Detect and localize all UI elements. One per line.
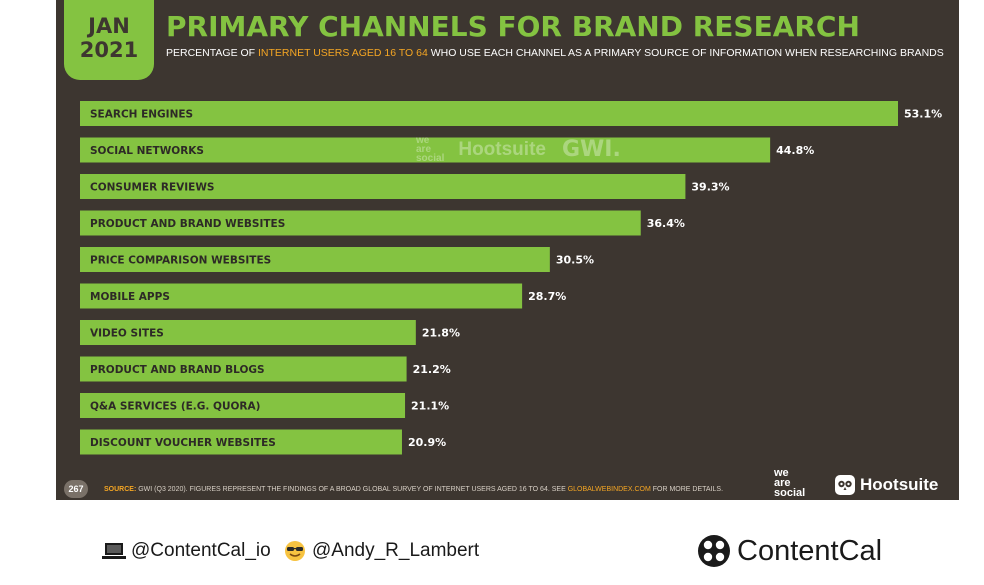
bar-chart: SEARCH ENGINES 53.1% SOCIAL NETWORKS 44.8% C…	[80, 101, 942, 455]
hootsuite-logo: Hootsuite	[834, 474, 938, 496]
bar-value-label: 39.3%	[691, 181, 729, 194]
contentcal-logo: ContentCal	[697, 534, 882, 568]
bar-value-label: 30.5%	[556, 254, 594, 267]
watermark-we-are-social: we are social	[416, 135, 445, 164]
bar-category-label: PRODUCT AND BRAND WEBSITES	[90, 218, 285, 230]
bar-category-label: SEARCH ENGINES	[90, 109, 193, 121]
contentcal-logo-icon	[698, 535, 730, 567]
we-are-social-logo: we are social	[774, 467, 806, 499]
bar-category-label: MOBILE APPS	[90, 291, 170, 303]
subtitle-highlight: INTERNET USERS AGED 16 TO 64	[257, 47, 428, 59]
source-text: GWI (Q3 2020). FIGURES REPRESENT THE FIN…	[136, 486, 568, 493]
bar-value-label: 20.9%	[408, 436, 446, 449]
subtitle-pre: PERCENTAGE OF	[166, 47, 258, 59]
date-badge: JAN 2021	[64, 0, 154, 80]
watermark-gwi: GWI.	[561, 137, 621, 162]
bar-value-label: 21.8%	[422, 327, 460, 340]
source-end: FOR MORE DETAILS.	[650, 486, 724, 493]
bar-value-label: 21.1%	[411, 400, 449, 413]
source-key: SOURCE:	[104, 486, 137, 493]
was-logo-line: we	[774, 467, 789, 479]
bar	[80, 393, 406, 418]
bar	[80, 210, 641, 236]
wm-was-line: social	[416, 153, 445, 164]
laptop-icon	[102, 543, 126, 559]
andy-handle: @Andy_R_Lambert	[284, 540, 479, 562]
date-year: 2021	[79, 38, 139, 62]
bar	[80, 137, 771, 163]
andy-handle-text[interactable]: @Andy_R_Lambert	[312, 540, 480, 561]
slide-panel: JAN 2021 PRIMARY CHANNELS FOR BRAND RESE…	[56, 0, 959, 500]
bar	[80, 356, 407, 382]
was-logo-line: are	[774, 477, 791, 489]
bar	[80, 101, 898, 126]
sunglasses-face-icon	[285, 541, 305, 561]
watermark-hootsuite: Hootsuite	[458, 138, 546, 160]
bar-value-label: 28.7%	[528, 290, 566, 303]
subtitle-post: WHO USE EACH CHANNEL AS A PRIMARY SOURCE…	[427, 47, 944, 59]
page-number: 267	[64, 480, 88, 498]
bar	[80, 283, 523, 309]
chart-title: PRIMARY CHANNELS FOR BRAND RESEARCH	[166, 10, 860, 43]
bar-category-label: CONSUMER REVIEWS	[90, 182, 214, 194]
watermark: we are social Hootsuite GWI.	[416, 135, 621, 164]
wm-was-line: we	[416, 135, 430, 146]
date-month: JAN	[88, 14, 130, 38]
bar-category-label: PRODUCT AND BRAND BLOGS	[90, 364, 265, 376]
bar-category-label: Q&A SERVICES (E.G. QUORA)	[90, 401, 260, 413]
source-note: SOURCE: GWI (Q3 2020). FIGURES REPRESENT…	[104, 486, 723, 493]
bar-value-label: 36.4%	[647, 217, 685, 230]
bar	[80, 247, 550, 272]
wm-was-line: are	[416, 144, 432, 155]
contentcal-brand: ContentCal	[737, 534, 883, 567]
source-link[interactable]: GLOBALWEBINDEX.COM	[567, 486, 651, 493]
hootsuite-logo-text: Hootsuite	[860, 475, 939, 494]
was-logo-line: social	[774, 487, 806, 499]
bar-value-label: 44.8%	[776, 144, 814, 157]
bar	[80, 429, 402, 455]
bar-category-label: PRICE COMPARISON WEBSITES	[90, 255, 271, 267]
bar	[80, 174, 686, 199]
chart-subtitle: PERCENTAGE OF INTERNET USERS AGED 16 TO …	[166, 47, 944, 59]
bar-category-label: DISCOUNT VOUCHER WEBSITES	[90, 437, 276, 449]
bar-value-label: 21.2%	[413, 363, 451, 376]
owl-icon	[835, 475, 855, 495]
bar-value-label: 53.1%	[904, 108, 942, 121]
bar-category-label: SOCIAL NETWORKS	[90, 145, 204, 157]
bar-category-label: VIDEO SITES	[90, 328, 164, 340]
contentcal-handle: @ContentCal_io	[102, 540, 271, 562]
bar	[80, 320, 416, 345]
contentcal-handle-text[interactable]: @ContentCal_io	[131, 540, 271, 561]
